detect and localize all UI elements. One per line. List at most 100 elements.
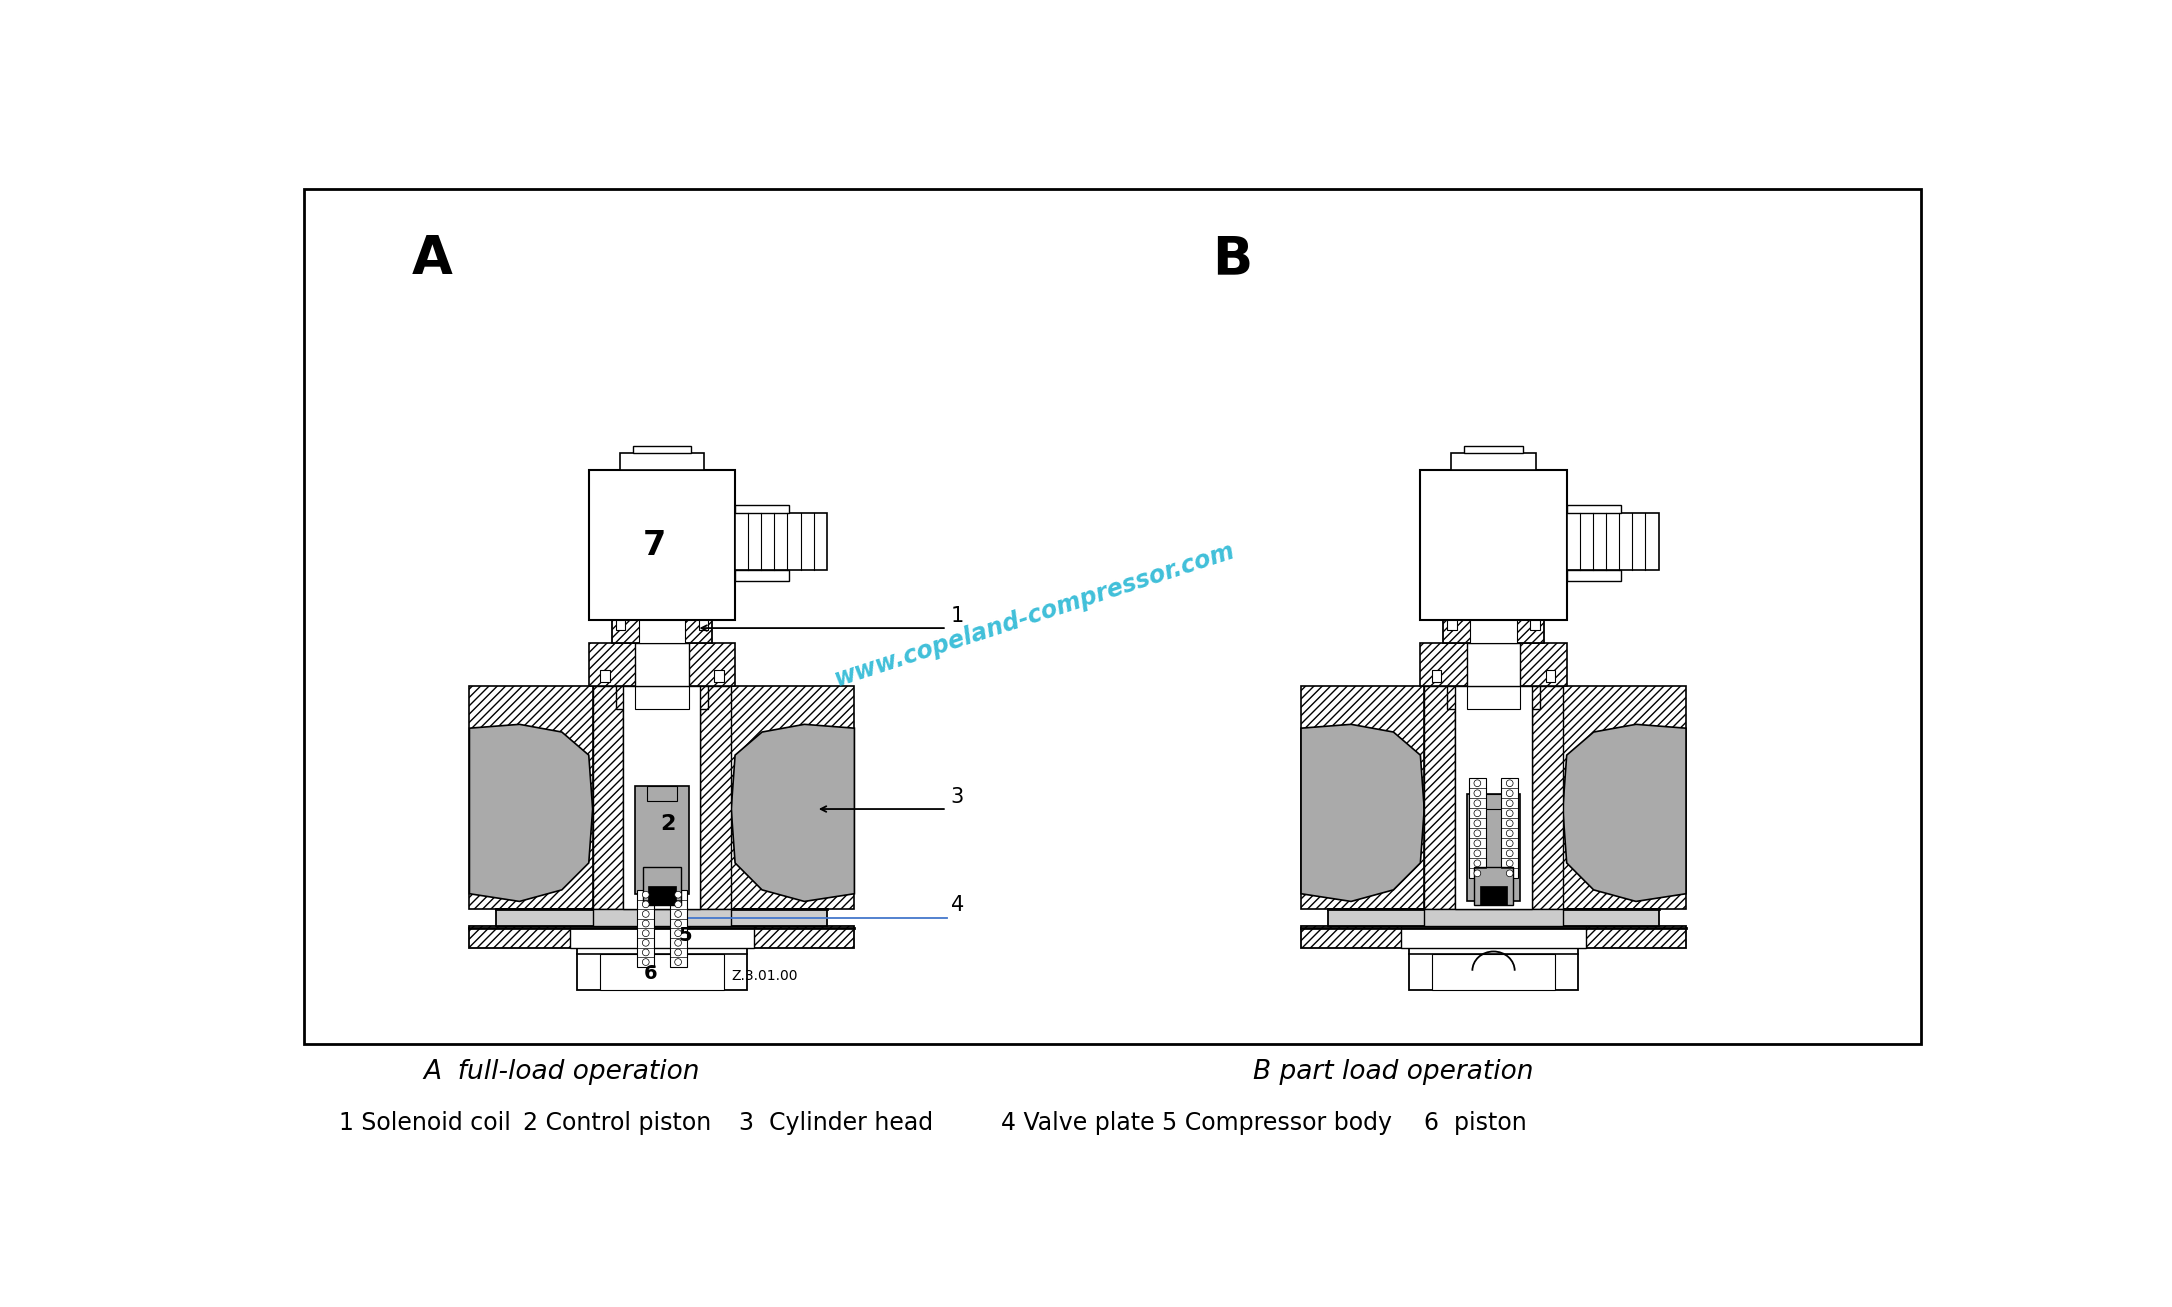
Bar — [1431, 670, 1442, 682]
Text: 5: 5 — [678, 925, 693, 945]
Circle shape — [1475, 800, 1481, 806]
Bar — [619, 454, 704, 471]
Bar — [569, 927, 754, 948]
Bar — [647, 786, 678, 801]
Text: B: B — [1212, 233, 1253, 285]
Bar — [1466, 686, 1520, 708]
Polygon shape — [1301, 686, 1685, 910]
Bar — [1420, 471, 1566, 621]
Text: 5 Compressor body: 5 Compressor body — [1162, 1111, 1392, 1136]
Bar — [1566, 570, 1620, 582]
Text: B part load operation: B part load operation — [1253, 1060, 1533, 1085]
Bar — [1466, 793, 1520, 902]
Polygon shape — [589, 643, 734, 686]
Circle shape — [1475, 780, 1481, 787]
Bar — [304, 190, 1920, 1044]
Bar — [1451, 454, 1536, 471]
Circle shape — [643, 929, 649, 937]
Bar — [632, 446, 691, 454]
Bar — [643, 867, 682, 906]
Text: A  full-load operation: A full-load operation — [424, 1060, 699, 1085]
Bar — [669, 890, 686, 967]
Circle shape — [675, 949, 682, 955]
Circle shape — [643, 901, 649, 907]
Polygon shape — [1420, 643, 1566, 686]
Circle shape — [643, 940, 649, 946]
Bar — [599, 954, 723, 989]
Polygon shape — [1425, 686, 1455, 910]
Text: 6: 6 — [643, 963, 658, 983]
Bar — [578, 948, 747, 989]
Bar — [1425, 686, 1564, 910]
Polygon shape — [469, 724, 593, 902]
Circle shape — [1475, 810, 1481, 817]
Bar — [734, 505, 788, 512]
Bar — [1468, 778, 1486, 878]
Bar — [1479, 886, 1507, 906]
Polygon shape — [613, 621, 712, 643]
Bar — [1475, 867, 1512, 906]
Bar — [734, 570, 788, 582]
Text: www.copeland-compressor.com: www.copeland-compressor.com — [832, 538, 1238, 691]
Circle shape — [1475, 860, 1481, 867]
Polygon shape — [469, 927, 854, 948]
Bar — [1431, 954, 1555, 989]
Text: 2 Control piston: 2 Control piston — [523, 1111, 712, 1136]
Polygon shape — [699, 686, 732, 910]
Circle shape — [1507, 870, 1514, 877]
Bar — [1501, 778, 1518, 878]
Polygon shape — [469, 686, 854, 910]
Bar — [639, 621, 684, 643]
Bar — [634, 686, 689, 708]
Polygon shape — [593, 686, 623, 910]
Circle shape — [1507, 780, 1514, 787]
Text: Z.3.01.00: Z.3.01.00 — [732, 968, 797, 983]
Bar — [615, 621, 626, 630]
Bar — [615, 686, 708, 708]
Circle shape — [1507, 819, 1514, 826]
Text: 4: 4 — [951, 895, 964, 915]
Circle shape — [643, 920, 649, 927]
Bar — [623, 686, 699, 910]
Circle shape — [1475, 870, 1481, 877]
Circle shape — [1475, 789, 1481, 797]
Text: 4 Valve plate: 4 Valve plate — [1001, 1111, 1153, 1136]
Circle shape — [643, 958, 649, 966]
Text: 6  piston: 6 piston — [1425, 1111, 1527, 1136]
Circle shape — [1475, 830, 1481, 836]
Bar — [1425, 910, 1564, 927]
Circle shape — [1507, 850, 1514, 856]
Bar — [634, 786, 689, 894]
Circle shape — [1507, 800, 1514, 806]
Circle shape — [1475, 840, 1481, 847]
Polygon shape — [1531, 686, 1564, 910]
Bar — [1410, 948, 1579, 989]
Text: 1 Solenoid coil: 1 Solenoid coil — [339, 1111, 510, 1136]
Bar — [497, 910, 828, 927]
Bar — [593, 910, 732, 927]
Bar — [1466, 643, 1520, 686]
Circle shape — [1507, 810, 1514, 817]
Circle shape — [1507, 860, 1514, 867]
Text: A: A — [413, 233, 452, 285]
Polygon shape — [1444, 621, 1544, 643]
Circle shape — [1507, 789, 1514, 797]
Bar — [1447, 621, 1457, 630]
Circle shape — [643, 949, 649, 955]
Bar — [715, 670, 723, 682]
Text: 1: 1 — [951, 606, 964, 626]
Bar — [599, 670, 610, 682]
Circle shape — [1475, 819, 1481, 826]
Bar — [699, 621, 708, 630]
Bar — [1327, 910, 1659, 927]
Circle shape — [643, 891, 649, 898]
Text: 7: 7 — [643, 529, 667, 562]
Bar — [1401, 927, 1586, 948]
Circle shape — [675, 958, 682, 966]
Bar — [634, 643, 689, 686]
Bar — [1447, 686, 1540, 708]
Bar — [734, 512, 828, 570]
Polygon shape — [1564, 724, 1685, 902]
Bar — [1455, 686, 1531, 910]
Polygon shape — [1301, 724, 1425, 902]
